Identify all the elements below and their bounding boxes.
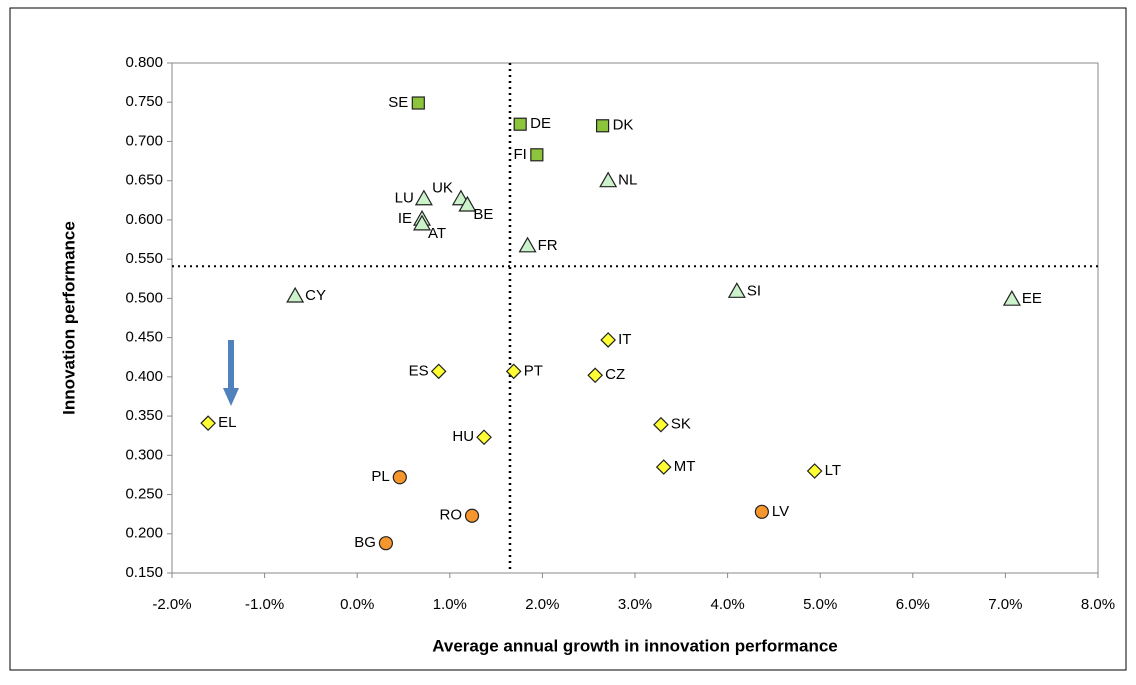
point (1002, 289, 1021, 306)
point (513, 117, 527, 131)
point (587, 367, 604, 384)
point (530, 148, 544, 162)
y-tick-label: 0.300 (125, 446, 163, 463)
point-label: BG (354, 534, 376, 551)
point (518, 236, 537, 253)
point-label: IT (618, 331, 631, 348)
point-label: DK (613, 117, 634, 134)
point (414, 189, 433, 206)
point-label: PL (371, 468, 389, 485)
point-label: ES (409, 362, 429, 379)
y-tick-label: 0.750 (125, 93, 163, 110)
point (286, 286, 305, 303)
point-label: AT (428, 225, 446, 242)
point (806, 463, 823, 479)
x-axis-title: Average annual growth in innovation perf… (432, 636, 838, 655)
point-label: SE (388, 94, 408, 111)
y-tick-label: 0.150 (125, 564, 163, 581)
x-tick-label: 5.0% (803, 596, 837, 613)
point-label: PT (524, 362, 543, 379)
point (476, 429, 492, 446)
x-tick-label: 2.0% (525, 596, 559, 613)
point-label: EE (1022, 290, 1042, 307)
x-tick-label: -2.0% (152, 596, 191, 613)
point (727, 282, 746, 298)
point-label: UK (432, 180, 453, 197)
y-tick-label: 0.400 (125, 368, 163, 385)
y-tick-label: 0.200 (125, 525, 163, 542)
point (595, 119, 610, 133)
point-label: LT (825, 462, 841, 479)
y-tick-label: 0.800 (125, 54, 163, 71)
y-tick-label: 0.550 (125, 250, 163, 267)
point-label: MT (674, 458, 696, 475)
point-label: NL (618, 172, 637, 189)
point-label: LV (772, 503, 789, 520)
point (411, 96, 425, 110)
point (430, 363, 447, 380)
x-tick-label: 4.0% (710, 596, 744, 613)
arrow (223, 340, 239, 406)
point-label: DE (530, 115, 551, 132)
point-label: FI (514, 146, 527, 163)
point (412, 214, 432, 231)
point-label: LU (395, 190, 414, 207)
point (505, 363, 522, 380)
point-label: RO (440, 507, 463, 524)
point-label: CZ (605, 366, 625, 383)
point-label: BE (473, 206, 493, 223)
point (200, 415, 216, 431)
point-label: HU (452, 428, 474, 445)
point (378, 536, 394, 551)
y-tick-label: 0.700 (125, 132, 163, 149)
point (754, 504, 769, 519)
x-tick-label: 1.0% (433, 596, 467, 613)
point (464, 508, 480, 523)
point (599, 171, 618, 188)
point-label: FR (538, 237, 558, 254)
point-label: SK (671, 416, 691, 433)
y-tick-label: 0.350 (125, 407, 163, 424)
point (653, 416, 669, 433)
y-tick-label: 0.450 (125, 329, 163, 346)
y-tick-label: 0.500 (125, 289, 163, 306)
x-tick-label: 0.0% (340, 596, 374, 613)
y-tick-label: 0.250 (125, 486, 163, 503)
point (458, 195, 477, 212)
point-label: EL (218, 414, 236, 431)
point-label: CY (305, 287, 326, 304)
point (655, 459, 672, 475)
y-tick-label: 0.600 (125, 211, 163, 228)
y-axis-title: Innovation performance (59, 221, 78, 415)
point (392, 470, 407, 485)
frame (9, 7, 1127, 671)
y-tick-label: 0.650 (125, 172, 163, 189)
point (600, 332, 616, 348)
x-tick-label: 8.0% (1081, 596, 1115, 613)
x-tick-label: 6.0% (896, 596, 930, 613)
x-tick-label: -1.0% (245, 596, 284, 613)
x-tick-label: 7.0% (988, 596, 1022, 613)
point-label: IE (398, 210, 412, 227)
x-tick-label: 3.0% (618, 596, 652, 613)
point-label: SI (747, 282, 761, 299)
